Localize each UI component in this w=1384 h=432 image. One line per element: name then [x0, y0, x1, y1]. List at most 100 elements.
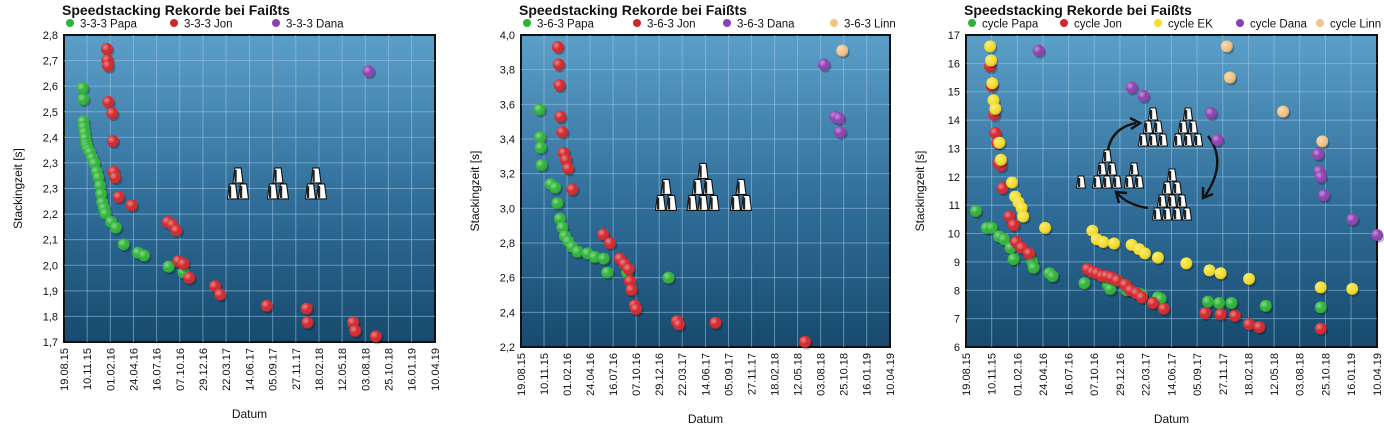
- x-tick-label: 18.02.18: [770, 353, 782, 396]
- x-tick-label: 16.07.16: [1064, 353, 1076, 396]
- y-tick-label: 17: [948, 30, 960, 42]
- cup-shape: [1130, 163, 1139, 175]
- y-tick-label: 12: [948, 172, 960, 184]
- y-tick-label: 1,8: [43, 311, 58, 323]
- cup-shape: [1178, 195, 1187, 207]
- cup-shape: [1184, 108, 1193, 120]
- x-tick-label: 10.11.15: [82, 348, 94, 390]
- x-tick-label: 16.07.16: [608, 353, 620, 396]
- y-tick-label: 2,7: [43, 56, 58, 68]
- cup-shape: [1173, 208, 1182, 220]
- cup-shape: [1189, 121, 1198, 133]
- cup-shape: [1168, 195, 1177, 207]
- x-tick-label: 25.10.18: [383, 348, 395, 391]
- y-tick-label: 1,9: [43, 286, 58, 298]
- x-tick-label: 24.04.16: [128, 348, 140, 391]
- x-tick-label: 07.10.16: [631, 353, 643, 396]
- y-tick-label: 10: [948, 229, 960, 241]
- legend-label: 3-6-3 Jon: [647, 19, 696, 31]
- cup-shape: [1149, 134, 1158, 146]
- x-tick-label: 12.05.18: [337, 348, 349, 391]
- y-tick-label: 2,5: [43, 107, 58, 119]
- chart-title: Speedstacking Rekorde bei Faißts: [519, 2, 747, 18]
- x-tick-label: 25.10.18: [1320, 353, 1332, 396]
- chart-title: Speedstacking Rekorde bei Faißts: [62, 2, 290, 18]
- legend-swatch: [633, 19, 641, 27]
- x-axis-label: Datum: [232, 407, 267, 421]
- y-tick-label: 2,2: [43, 209, 58, 221]
- cup-shape: [1154, 121, 1163, 133]
- legend-label: 3-3-3 Jon: [184, 19, 233, 31]
- y-tick-label: 3,0: [500, 203, 515, 215]
- y-tick-label: 2,3: [43, 184, 58, 196]
- x-tick-label: 19.08.15: [961, 353, 973, 396]
- x-tick-label: 07.10.16: [1089, 353, 1101, 396]
- x-tick-label: 03.08.18: [360, 348, 372, 391]
- legend-label: cycle Papa: [982, 19, 1039, 31]
- y-tick-label: 13: [948, 143, 960, 155]
- y-tick-label: 2,0: [43, 260, 58, 272]
- cup-shape: [1184, 134, 1193, 146]
- cup-shape: [1135, 176, 1144, 188]
- legend-swatch: [170, 19, 178, 27]
- cup-shape: [1163, 208, 1172, 220]
- y-tick-label: 4,0: [500, 30, 515, 42]
- x-tick-label: 14.06.17: [245, 348, 257, 391]
- x-tick-label: 10.11.15: [539, 353, 551, 395]
- legend-label: 3-3-3 Papa: [80, 19, 138, 31]
- legend-swatch: [1060, 19, 1068, 27]
- x-tick-label: 16.07.16: [152, 348, 164, 391]
- x-tick-label: 22.03.17: [1141, 353, 1153, 396]
- x-tick-label: 19.08.15: [516, 353, 528, 396]
- legend-swatch: [1154, 19, 1162, 27]
- x-tick-label: 18.02.18: [314, 348, 326, 391]
- legend-label: 3-6-3 Dana: [737, 19, 795, 31]
- legend-label: 3-6-3 Papa: [537, 19, 595, 31]
- cup-shape: [1103, 176, 1112, 188]
- y-tick-label: 2,2: [500, 342, 515, 354]
- x-tick-label: 01.02.16: [562, 353, 574, 396]
- x-tick-label: 16.01.19: [407, 348, 419, 391]
- cup-shape: [1158, 195, 1167, 207]
- x-tick-label: 24.04.16: [1038, 353, 1050, 396]
- x-tick-label: 10.04.19: [430, 348, 442, 391]
- y-tick-label: 2,3: [43, 158, 58, 170]
- y-tick-label: 2,4: [43, 132, 58, 144]
- cup-shape: [1113, 176, 1122, 188]
- y-tick-label: 3,4: [500, 134, 515, 146]
- cup-shape: [1125, 176, 1134, 188]
- x-tick-label: 27.11.17: [1218, 353, 1230, 395]
- x-tick-label: 01.02.16: [105, 348, 117, 391]
- x-tick-label: 01.02.16: [1012, 353, 1024, 396]
- x-tick-label: 16.01.19: [1346, 353, 1358, 396]
- x-axis-label: Datum: [688, 412, 723, 426]
- cup-shape: [1159, 134, 1168, 146]
- y-tick-label: 3,2: [500, 169, 515, 181]
- y-axis-label: Stackingzeit [s]: [11, 148, 25, 229]
- y-tick-label: 2,1: [43, 235, 58, 247]
- x-tick-label: 29.12.16: [198, 348, 210, 391]
- legend-label: cycle Dana: [1250, 19, 1307, 31]
- legend-label: cycle Jon: [1074, 19, 1122, 31]
- y-tick-label: 9: [954, 257, 960, 269]
- legend-swatch: [830, 19, 838, 27]
- y-tick-label: 3,8: [500, 65, 515, 77]
- x-axis-label: Datum: [1154, 412, 1189, 426]
- x-tick-label: 24.04.16: [585, 353, 597, 396]
- x-tick-label: 22.03.17: [677, 353, 689, 396]
- y-tick-label: 2,4: [500, 307, 515, 319]
- x-tick-label: 29.12.16: [654, 353, 666, 396]
- x-tick-label: 14.06.17: [701, 353, 713, 396]
- y-tick-label: 2,6: [43, 81, 58, 93]
- cup-shape: [1103, 150, 1112, 162]
- x-tick-label: 12.05.18: [793, 353, 805, 396]
- cup-shape: [1093, 176, 1102, 188]
- x-tick-label: 03.08.18: [816, 353, 828, 396]
- y-tick-label: 2,6: [500, 273, 515, 285]
- chart-title: Speedstacking Rekorde bei Faißts: [964, 2, 1192, 18]
- x-tick-label: 25.10.18: [839, 353, 851, 396]
